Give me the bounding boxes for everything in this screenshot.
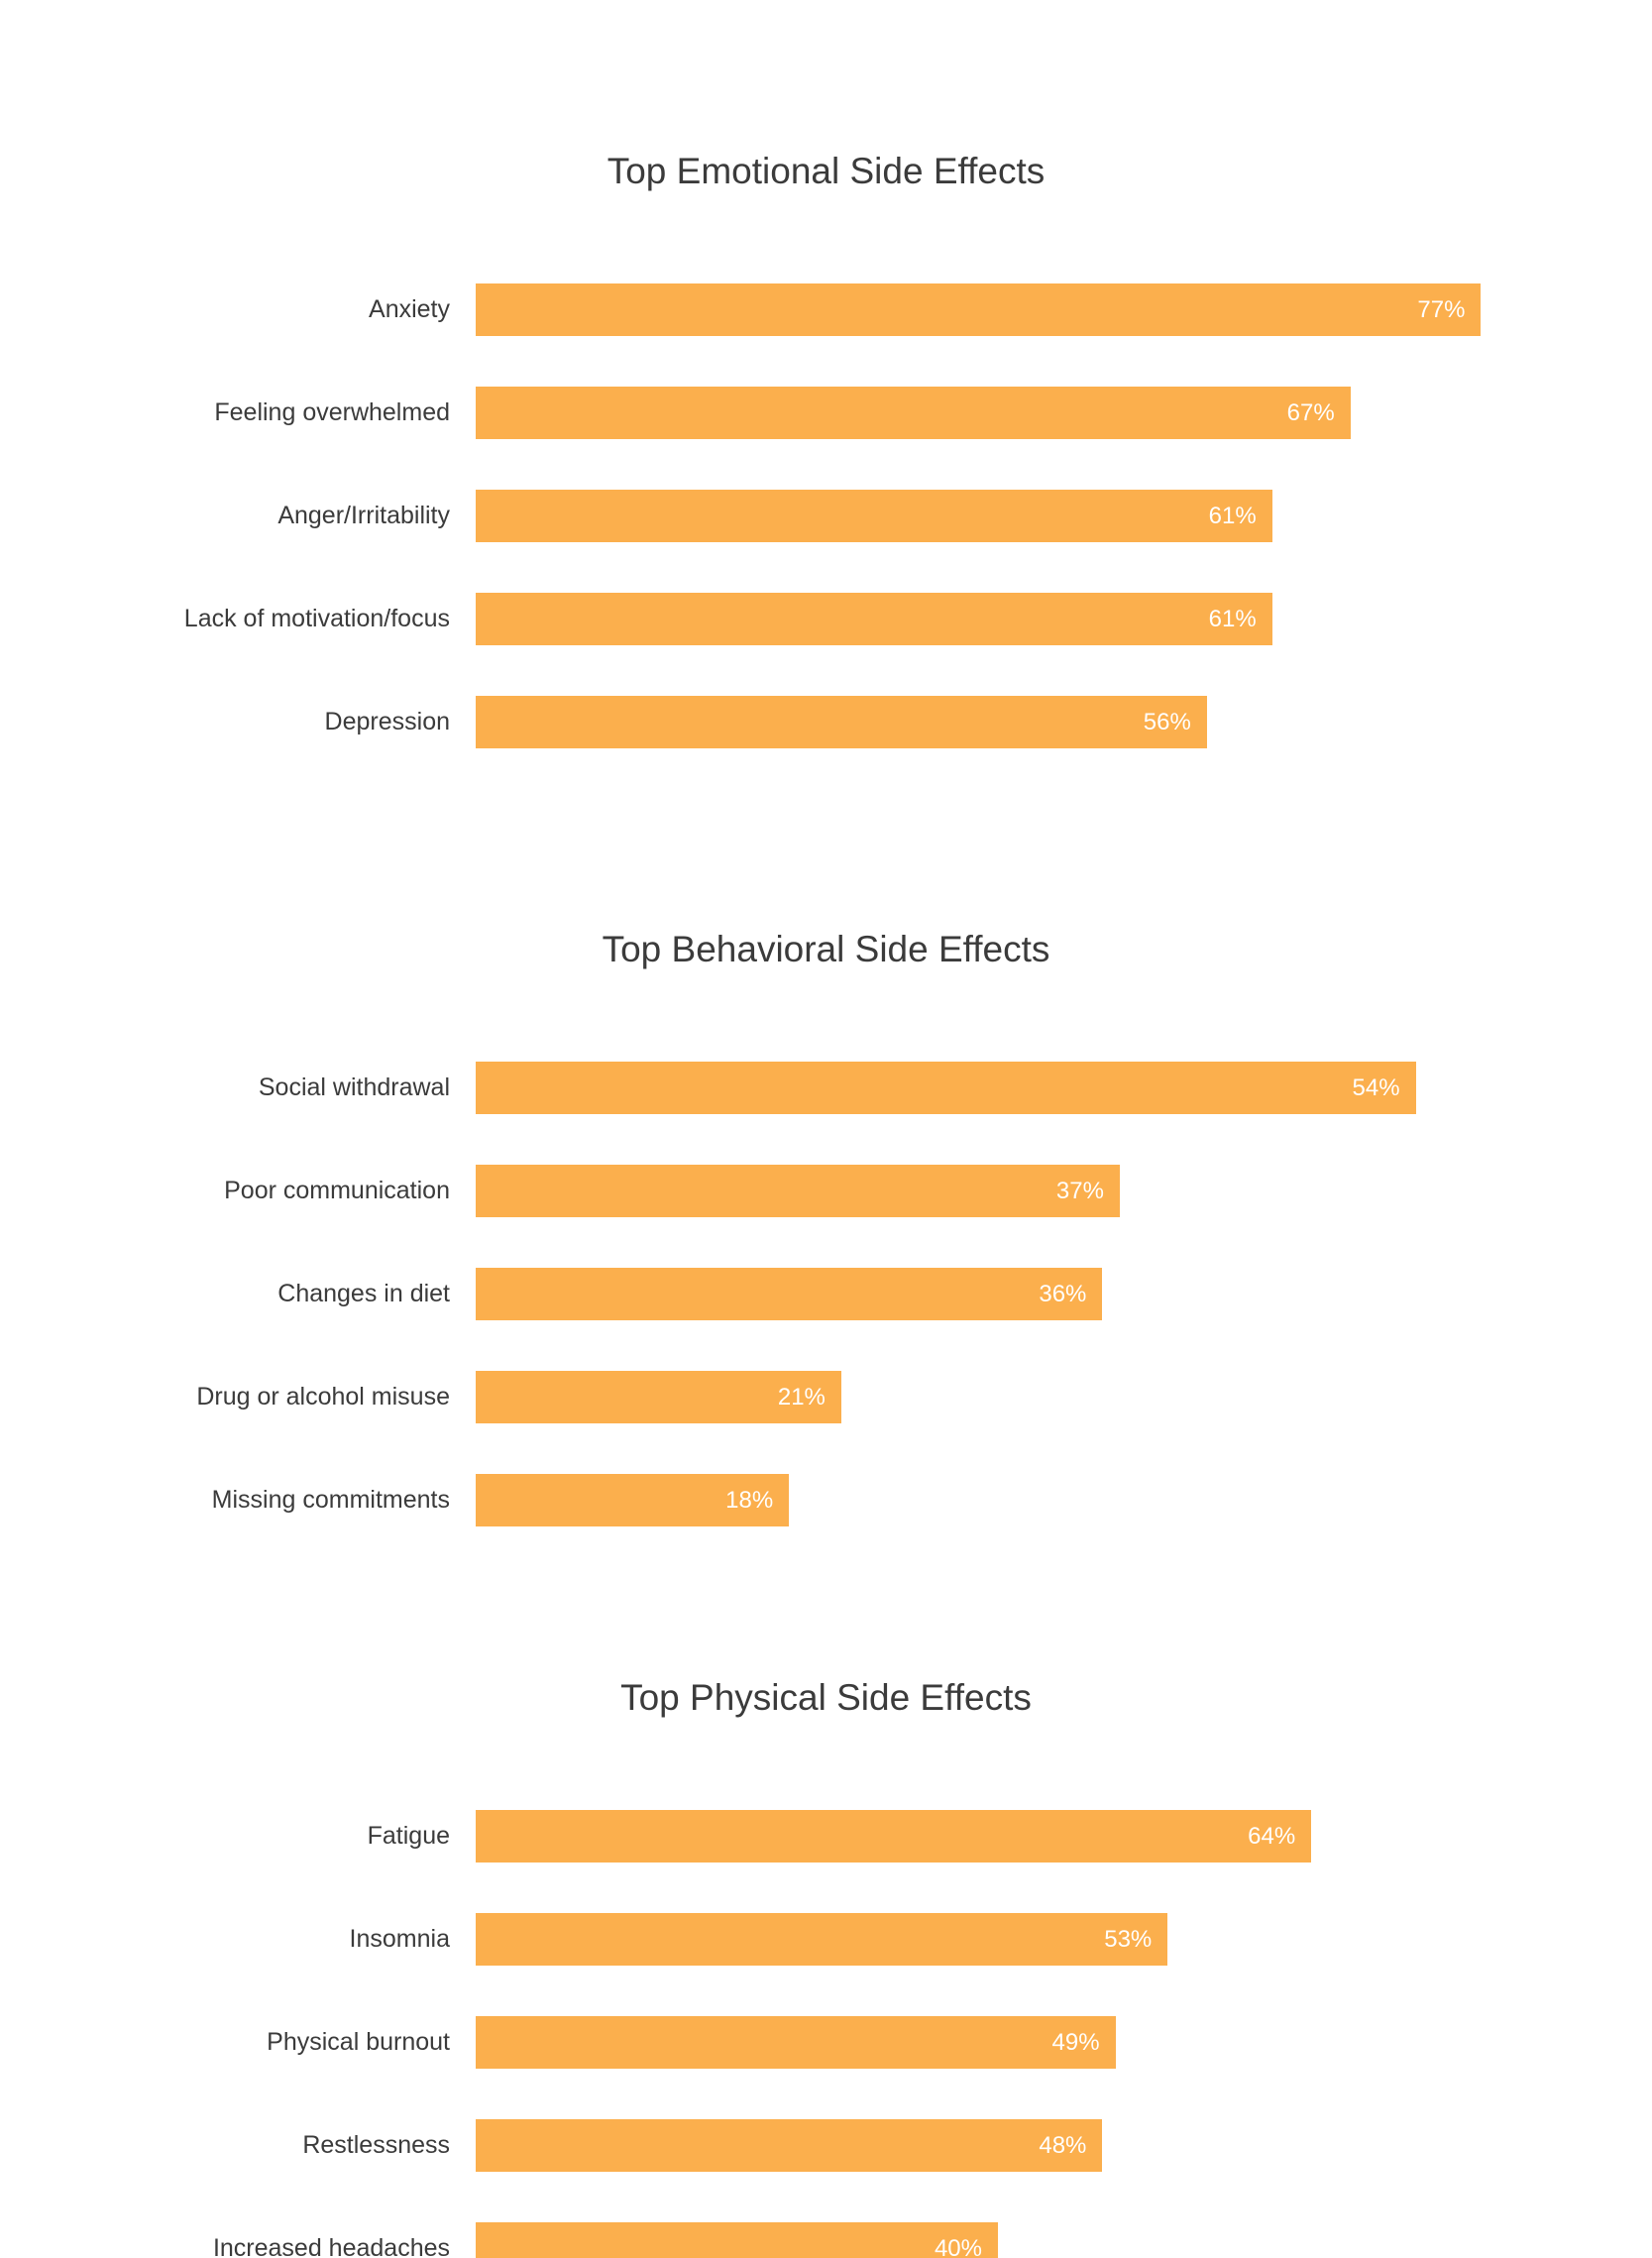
bar-value-label: 64% [1248, 1822, 1296, 1850]
bar-value-label: 61% [1208, 502, 1257, 529]
chart-row: Drug or alcohol misuse 21% [0, 1371, 1652, 1423]
chart-row: Poor communication 37% [0, 1165, 1652, 1217]
bar-value-label: 37% [1055, 1177, 1104, 1204]
bar: 54% [476, 1062, 1416, 1114]
bar-track: 48% [476, 2119, 1520, 2172]
bar-track: 53% [476, 1913, 1520, 1966]
bar-value-label: 61% [1208, 605, 1257, 632]
bar-value-label: 36% [1039, 1280, 1087, 1307]
bar-track: 61% [476, 593, 1520, 645]
bar: 49% [476, 2016, 1116, 2069]
category-label: Physical burnout [267, 2028, 450, 2056]
chart-row: Social withdrawal 54% [0, 1062, 1652, 1114]
chart-row: Physical burnout 49% [0, 2016, 1652, 2069]
chart-row: Lack of motivation/focus 61% [0, 593, 1652, 645]
bar-track: 18% [476, 1474, 1520, 1526]
bar: 21% [476, 1371, 841, 1423]
chart-row: Changes in diet 36% [0, 1268, 1652, 1320]
chart-rows-emotional: Anxiety 77% Feeling overwhelmed 67% Anger/Ir… [0, 283, 1652, 748]
bar-value-label: 77% [1417, 295, 1466, 323]
bar-track: 61% [476, 490, 1520, 542]
category-label: Anger/Irritability [277, 502, 450, 529]
bar: 48% [476, 2119, 1103, 2172]
category-label: Depression [324, 708, 450, 735]
category-label: Changes in diet [277, 1280, 450, 1307]
category-label: Feeling overwhelmed [214, 398, 450, 426]
chart-title-physical: Top Physical Side Effects [620, 1677, 1032, 1718]
chart-title-emotional: Top Emotional Side Effects [606, 151, 1046, 191]
bar: 18% [476, 1474, 790, 1526]
bar-track: 36% [476, 1268, 1520, 1320]
bar: 40% [476, 2222, 998, 2258]
category-label: Drug or alcohol misuse [196, 1383, 450, 1411]
category-label: Social withdrawal [258, 1073, 450, 1101]
bar-track: 56% [476, 696, 1520, 748]
chart-row: Anxiety 77% [0, 283, 1652, 336]
category-label: Lack of motivation/focus [183, 605, 450, 632]
bar-track: 40% [476, 2222, 1520, 2258]
category-label: Anxiety [369, 295, 450, 323]
bar: 67% [476, 387, 1351, 439]
chart-row: Increased headaches 40% [0, 2222, 1652, 2258]
category-label: Insomnia [349, 1925, 450, 1953]
bar: 37% [476, 1165, 1120, 1217]
bar-value-label: 67% [1286, 398, 1335, 426]
bar-value-label: 54% [1352, 1073, 1400, 1101]
chart-row: Anger/Irritability 61% [0, 490, 1652, 542]
category-label: Restlessness [302, 2131, 450, 2159]
chart-rows-behavioral: Social withdrawal 54% Poor communication 37… [0, 1062, 1652, 1526]
bar-track: 37% [476, 1165, 1520, 1217]
chart-behavioral-side-effects: Top Behavioral Side Effects Social withd… [0, 748, 1652, 1526]
category-label: Poor communication [224, 1177, 450, 1204]
chart-row: Feeling overwhelmed 67% [0, 387, 1652, 439]
bar: 36% [476, 1268, 1103, 1320]
bar-value-label: 48% [1039, 2131, 1087, 2159]
chart-physical-side-effects: Top Physical Side Effects Fatigue 64% Inso… [0, 1526, 1652, 2258]
bar: 56% [476, 696, 1207, 748]
bar-value-label: 56% [1143, 708, 1191, 735]
bar-track: 67% [476, 387, 1520, 439]
category-label: Missing commitments [211, 1486, 450, 1514]
chart-rows-physical: Fatigue 64% Insomnia 53% Physical burnout 49%… [0, 1810, 1652, 2258]
bar-track: 77% [476, 283, 1520, 336]
bar: 64% [476, 1810, 1312, 1863]
bar: 53% [476, 1913, 1168, 1966]
chart-row: Missing commitments 18% [0, 1474, 1652, 1526]
chart-row: Restlessness 48% [0, 2119, 1652, 2172]
chart-emotional-side-effects: Top Emotional Side Effects Anxiety 77% Fee… [0, 0, 1652, 748]
bar: 61% [476, 593, 1272, 645]
bar-value-label: 18% [725, 1486, 774, 1514]
category-label: Increased headaches [212, 2234, 450, 2258]
category-label: Fatigue [367, 1822, 450, 1850]
bar: 77% [476, 283, 1482, 336]
bar-track: 49% [476, 2016, 1520, 2069]
bar-track: 54% [476, 1062, 1520, 1114]
chart-row: Depression 56% [0, 696, 1652, 748]
chart-row: Fatigue 64% [0, 1810, 1652, 1863]
bar-value-label: 40% [934, 2234, 982, 2258]
bar-track: 64% [476, 1810, 1520, 1863]
bar-value-label: 49% [1051, 2028, 1100, 2056]
chart-row: Insomnia 53% [0, 1913, 1652, 1966]
bar: 61% [476, 490, 1272, 542]
bar-value-label: 21% [777, 1383, 826, 1411]
bar-track: 21% [476, 1371, 1520, 1423]
chart-title-behavioral: Top Behavioral Side Effects [602, 929, 1050, 969]
bar-value-label: 53% [1104, 1925, 1153, 1953]
